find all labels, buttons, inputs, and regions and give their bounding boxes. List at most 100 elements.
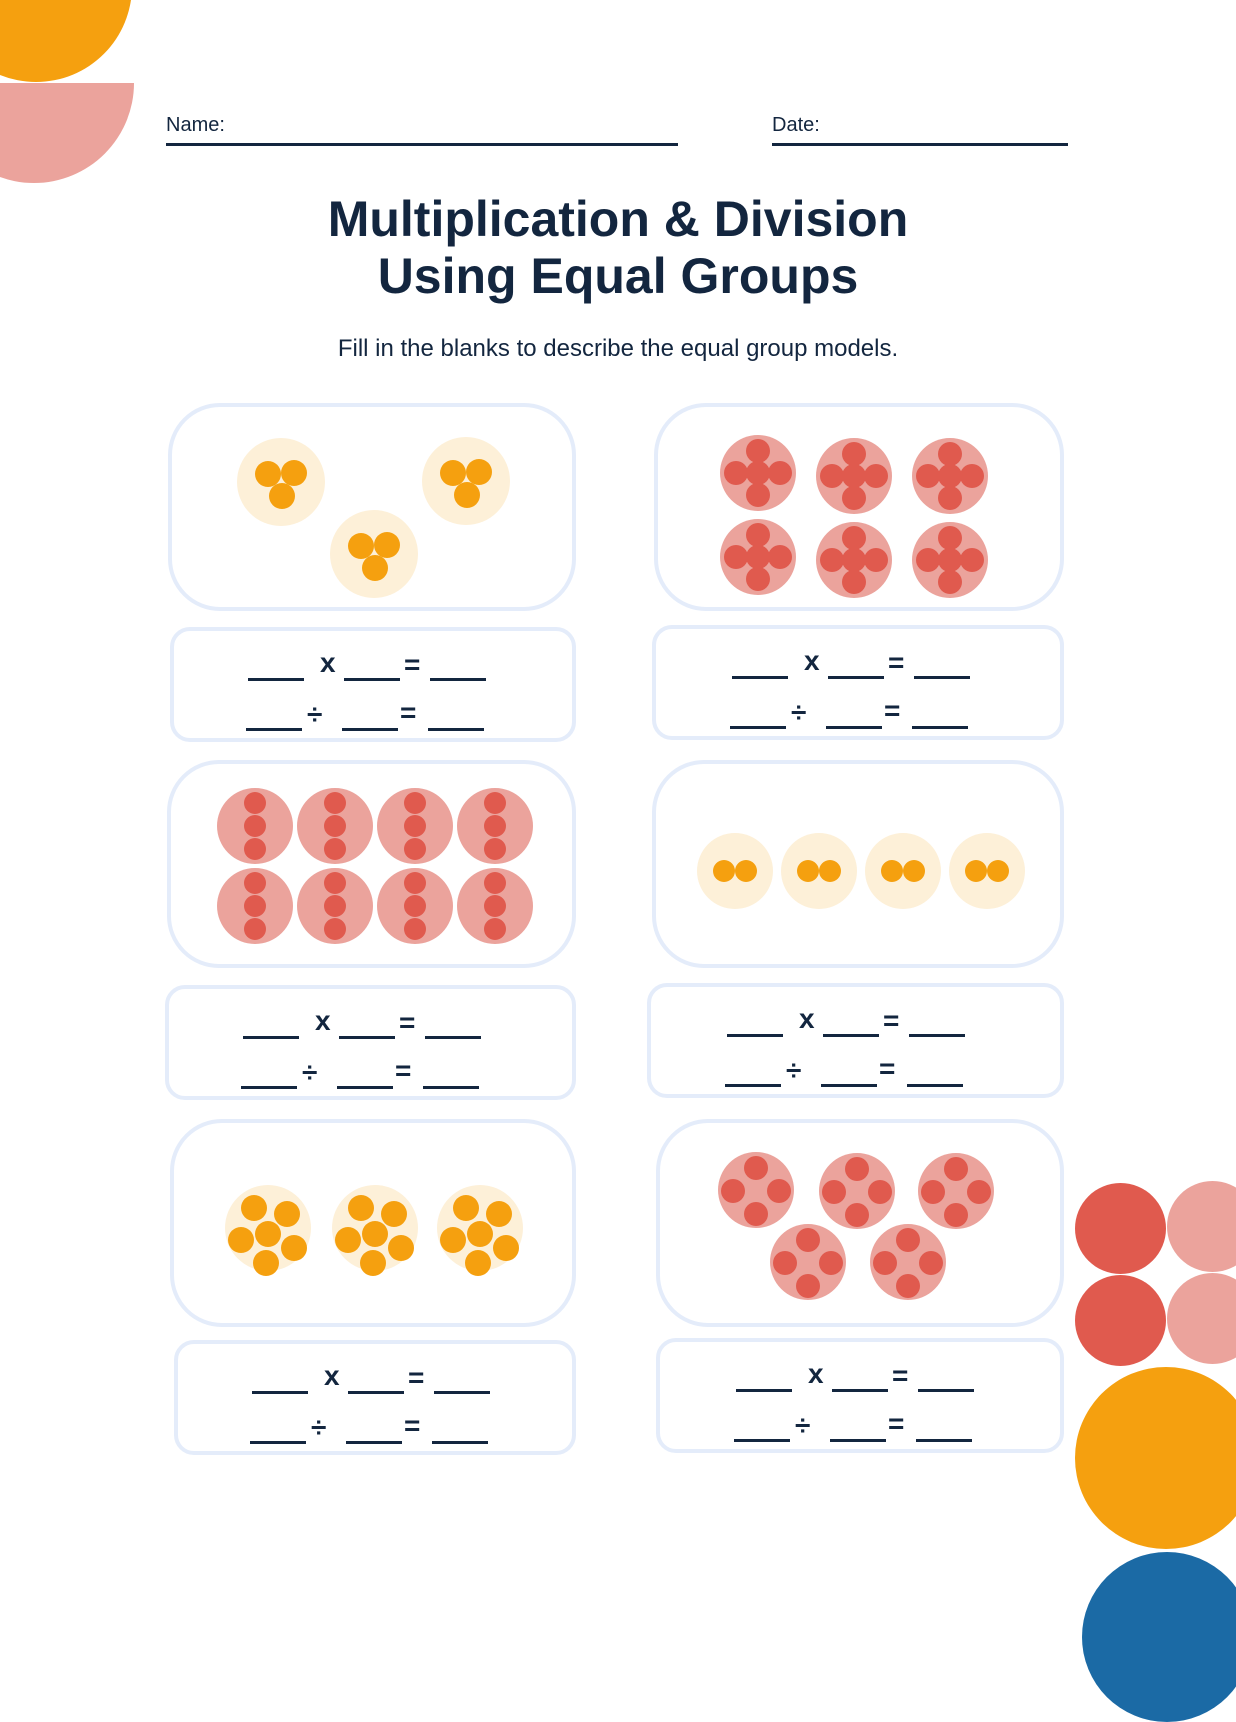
problem-4-equations: x = ÷ =	[647, 983, 1064, 1098]
blank-divisor[interactable]	[830, 1439, 886, 1442]
blank-factor-1[interactable]	[248, 678, 304, 681]
blank-factor-1[interactable]	[732, 676, 788, 679]
blank-factor-2[interactable]	[828, 676, 884, 679]
blank-dividend[interactable]	[734, 1439, 790, 1442]
times-sign: x	[320, 647, 336, 678]
blank-quotient[interactable]	[907, 1084, 963, 1087]
blank-divisor[interactable]	[342, 728, 398, 731]
blank-divisor[interactable]	[826, 726, 882, 729]
blank-factor-1[interactable]	[252, 1391, 308, 1394]
equals-sign: =	[399, 1007, 416, 1038]
problem-3-equations: x = ÷ =	[165, 985, 576, 1100]
equals-sign: =	[888, 1408, 905, 1439]
equals-sign: =	[883, 1005, 900, 1036]
division-equation: ÷ =	[660, 1408, 1060, 1448]
blank-factor-1[interactable]	[243, 1036, 299, 1039]
blank-product[interactable]	[425, 1036, 481, 1039]
blank-dividend[interactable]	[241, 1086, 297, 1089]
multiplication-equation: x =	[174, 647, 572, 687]
divide-sign: ÷	[791, 697, 807, 728]
equal-groups-model-icon	[720, 435, 988, 598]
equals-sign: =	[408, 1362, 425, 1393]
blank-dividend[interactable]	[246, 728, 302, 731]
equals-sign: =	[879, 1053, 896, 1084]
blank-quotient[interactable]	[428, 728, 484, 731]
times-sign: x	[799, 1003, 815, 1034]
blank-factor-2[interactable]	[339, 1036, 395, 1039]
blank-factor-2[interactable]	[344, 678, 400, 681]
blank-factor-2[interactable]	[348, 1391, 404, 1394]
blank-product[interactable]	[918, 1389, 974, 1392]
divide-sign: ÷	[311, 1412, 327, 1443]
problem-2-model	[654, 403, 1064, 611]
divide-sign: ÷	[786, 1055, 802, 1086]
division-equation: ÷ =	[169, 1055, 572, 1095]
problem-4-model	[652, 760, 1064, 968]
blank-factor-1[interactable]	[727, 1034, 783, 1037]
divide-sign: ÷	[795, 1410, 811, 1441]
decorative-pink-circle	[1167, 1273, 1236, 1364]
equals-sign: =	[404, 1410, 421, 1441]
page-title-line-1: Multiplication & Division	[327, 191, 909, 247]
equal-groups-model-icon	[697, 833, 1025, 909]
times-sign: x	[315, 1005, 331, 1036]
problem-1-model	[168, 403, 576, 611]
blank-product[interactable]	[909, 1034, 965, 1037]
decorative-red-circle	[1075, 1275, 1166, 1366]
blank-quotient[interactable]	[432, 1441, 488, 1444]
multiplication-equation: x =	[656, 645, 1060, 685]
times-sign: x	[808, 1358, 824, 1389]
decorative-orange-circle	[1075, 1367, 1236, 1549]
division-equation: ÷ =	[174, 697, 572, 737]
date-input-line[interactable]	[772, 143, 1068, 146]
problem-2-equations: x = ÷ =	[652, 625, 1064, 740]
times-sign: x	[324, 1360, 340, 1391]
division-equation: ÷ =	[656, 695, 1060, 735]
equal-groups-model-icon	[237, 437, 510, 598]
problem-1-equations: x = ÷ =	[170, 627, 576, 742]
multiplication-equation: x =	[660, 1358, 1060, 1398]
blank-factor-2[interactable]	[832, 1389, 888, 1392]
equals-sign: =	[400, 697, 417, 728]
equal-groups-model-icon	[217, 788, 533, 944]
decorative-pink-circle	[1167, 1181, 1236, 1272]
multiplication-equation: x =	[651, 1003, 1060, 1043]
problem-5-equations: x = ÷ =	[174, 1340, 576, 1455]
blank-quotient[interactable]	[912, 726, 968, 729]
times-sign: x	[804, 645, 820, 676]
divide-sign: ÷	[302, 1057, 318, 1088]
name-input-line[interactable]	[166, 143, 678, 146]
multiplication-equation: x =	[169, 1005, 572, 1045]
decorative-pink-half-circle	[0, 83, 134, 183]
division-equation: ÷ =	[178, 1410, 572, 1450]
blank-product[interactable]	[430, 678, 486, 681]
instructions: Fill in the blanks to describe the equal…	[337, 335, 899, 362]
blank-factor-1[interactable]	[736, 1389, 792, 1392]
decorative-blue-circle	[1082, 1552, 1236, 1722]
blank-product[interactable]	[914, 676, 970, 679]
problem-6-model	[656, 1119, 1064, 1327]
problem-3-model	[167, 760, 576, 968]
equals-sign: =	[404, 649, 421, 680]
multiplication-equation: x =	[178, 1360, 572, 1400]
blank-quotient[interactable]	[423, 1086, 479, 1089]
blank-divisor[interactable]	[821, 1084, 877, 1087]
decorative-red-circle	[1075, 1183, 1166, 1274]
blank-product[interactable]	[434, 1391, 490, 1394]
blank-divisor[interactable]	[337, 1086, 393, 1089]
name-label: Name:	[166, 114, 225, 136]
date-label: Date:	[772, 114, 820, 136]
blank-dividend[interactable]	[250, 1441, 306, 1444]
blank-dividend[interactable]	[725, 1084, 781, 1087]
decorative-orange-circle	[0, 0, 132, 82]
equals-sign: =	[892, 1360, 909, 1391]
blank-divisor[interactable]	[346, 1441, 402, 1444]
problem-6-equations: x = ÷ =	[656, 1338, 1064, 1453]
division-equation: ÷ =	[651, 1053, 1060, 1093]
equal-groups-model-icon	[718, 1152, 994, 1300]
blank-factor-2[interactable]	[823, 1034, 879, 1037]
equals-sign: =	[884, 695, 901, 726]
blank-quotient[interactable]	[916, 1439, 972, 1442]
blank-dividend[interactable]	[730, 726, 786, 729]
equals-sign: =	[888, 647, 905, 678]
